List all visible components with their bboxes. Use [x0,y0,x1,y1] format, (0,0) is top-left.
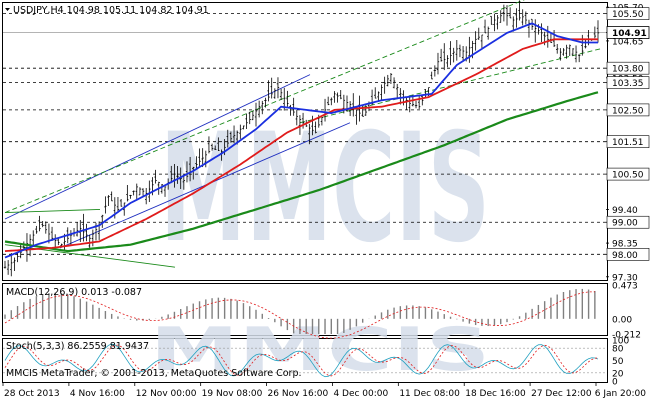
macd-header-text: MACD(12,26,9) 0.013 -0.087 [6,287,142,298]
watermark: MMCIS MMCIS [150,102,490,385]
y-tick-label: 103.35 [612,79,644,89]
green-channel-upper [4,0,525,214]
stoch-header-text: Stoch(5,3,3) 86.2559 81.9437 [6,341,149,352]
y-tick-label: 101.51 [612,138,644,148]
blue-channel-upper [4,74,311,220]
copyright-text: MMCIS MetaTrader, © 2001-2013, MetaQuote… [6,368,302,379]
level-price-tag [606,215,650,229]
x-tick-label: 6 Jan 20:00 [595,389,647,399]
moving-averages-layer [4,22,599,259]
symbol-header-text: USDJPY,H4 104.98 105.11 104.82 104.91 [13,5,209,16]
x-tick-label: 18 Dec 16:00 [465,389,526,399]
macd-layer: 0.473 0.00 -0.212 [4,282,641,341]
macd-axis-label: 0.00 [612,315,632,325]
level-price-tag [606,103,650,117]
x-tick-label: 12 Nov 00:00 [136,389,197,399]
price-axis: 105.70105.50104.91104.65103.80103.50103.… [606,4,650,283]
ma-mid-line [4,38,598,252]
macd-axis-label: 0.473 [612,282,638,292]
symbol-header: USDJPY,H4 104.98 105.11 104.82 104.91 [5,5,209,16]
y-tick-label: 99.00 [612,219,638,229]
macd-signal-line [4,291,595,339]
y-tick-label: 102.50 [612,106,644,116]
stoch-axis-label: 100 [612,337,629,347]
y-tick-label: 105.50 [612,10,644,20]
ma-fast-line [4,22,598,259]
level-price-tag [606,61,650,75]
x-tick-label: 4 Nov 16:00 [70,389,125,399]
y-tick-label: 104.65 [612,37,644,47]
level-price-tag [606,135,650,148]
candles-layer [3,0,600,277]
y-tick-label: 103.80 [612,65,644,75]
time-axis: 28 Oct 2013 4 Nov 16:00 12 Nov 00:00 19 Nov… [2,382,647,399]
level-price-tag [606,76,650,89]
x-tick-label: 28 Oct 2013 [4,389,60,399]
green-baseline-upper [4,208,101,214]
x-tick-label: 4 Dec 00:00 [333,389,388,399]
x-tick-label: 19 Nov 08:00 [202,389,263,399]
stoch-axis-label: 0 [612,378,618,388]
y-tick-label: 99.40 [612,206,638,216]
ma-slow-line [4,91,599,253]
level-price-tag [606,248,650,261]
y-tick-label: 100.50 [612,171,644,181]
level-price-tag [606,7,650,20]
y-tick-label: 97.30 [612,273,638,283]
macd-panel-frame [2,283,608,336]
stoch-signal-line [4,344,599,377]
current-price-tag [606,26,650,39]
stoch-axis-label: 20 [612,369,624,379]
y-tick-label: 104.91 [612,29,647,39]
collapse-arrow-icon[interactable] [5,8,10,11]
x-tick-label: 26 Nov 16:00 [268,389,329,399]
stoch-axis-label: 50 [612,357,624,367]
macd-axis-label: -0.212 [612,331,641,341]
y-tick-label: 98.35 [612,240,638,250]
x-tick-label: 27 Dec 12:00 [531,389,592,399]
level-price-tag [606,167,650,181]
stoch-panel-frame [2,338,608,383]
x-tick-label: 11 Dec 08:00 [399,389,460,399]
stoch-axis-label: 80 [612,345,624,355]
y-tick-label: 98.00 [612,251,638,261]
